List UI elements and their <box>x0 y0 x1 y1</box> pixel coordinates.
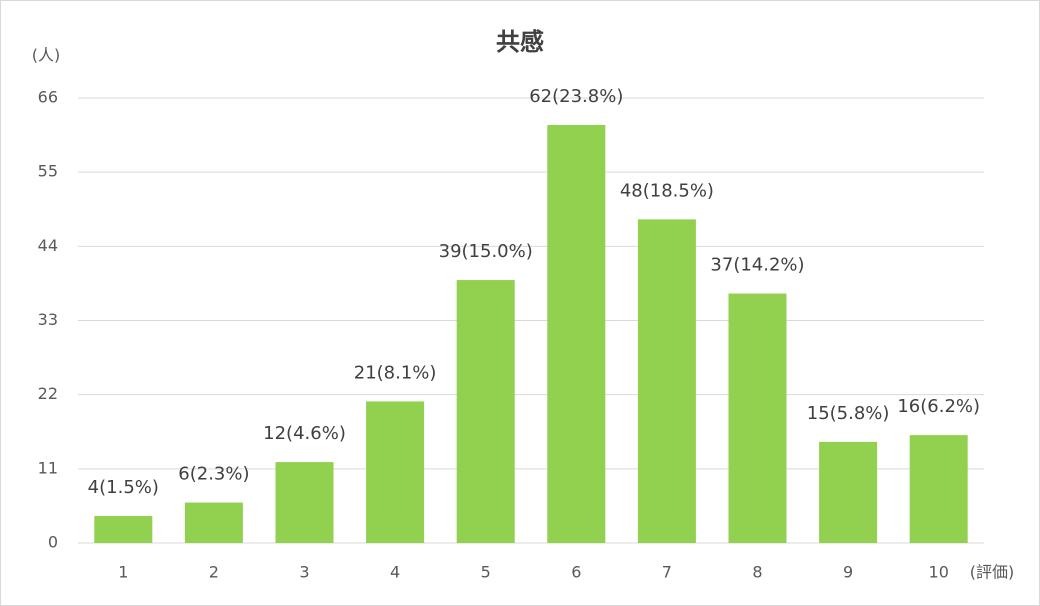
bar <box>456 280 515 543</box>
y-tick-label: 22 <box>38 384 58 403</box>
x-tick-label: 10 <box>929 563 949 582</box>
data-label: 48(18.5%) <box>620 180 714 201</box>
x-tick-label: 6 <box>571 563 581 582</box>
data-label: 4(1.5%) <box>88 477 159 498</box>
bar <box>819 441 878 543</box>
y-tick-label: 44 <box>38 236 58 255</box>
y-tick-label: 55 <box>38 162 58 181</box>
x-tick-label: 8 <box>752 563 762 582</box>
data-label: 6(2.3%) <box>178 464 249 485</box>
data-label: 62(23.8%) <box>529 86 623 107</box>
x-tick-label: 7 <box>662 563 672 582</box>
x-tick-label: 3 <box>299 563 309 582</box>
data-label: 21(8.1%) <box>354 362 437 383</box>
bar <box>637 219 696 543</box>
x-axis-label: (評価) <box>970 563 1015 582</box>
data-label: 16(6.2%) <box>897 396 980 417</box>
bar <box>909 435 968 543</box>
bar <box>184 502 243 543</box>
x-tick-label: 2 <box>209 563 219 582</box>
x-tick-label: 4 <box>390 563 400 582</box>
bar <box>728 293 787 543</box>
chart-title: 共感 <box>496 28 544 56</box>
x-tick-label: 1 <box>118 563 128 582</box>
x-tick-label: 9 <box>843 563 853 582</box>
bar <box>275 462 334 543</box>
data-label: 15(5.8%) <box>807 403 890 424</box>
y-axis-label: (人) <box>32 46 61 65</box>
y-tick-label: 11 <box>38 458 58 477</box>
x-tick-label: 5 <box>481 563 491 582</box>
data-label: 12(4.6%) <box>263 423 346 444</box>
bar <box>94 516 153 543</box>
y-tick-label: 33 <box>38 310 58 329</box>
y-tick-label: 66 <box>38 88 58 107</box>
data-label: 39(15.0%) <box>439 241 533 262</box>
data-label: 37(14.2%) <box>710 255 804 276</box>
bar <box>547 124 606 543</box>
bar <box>366 401 425 543</box>
y-tick-label: 0 <box>48 533 58 552</box>
